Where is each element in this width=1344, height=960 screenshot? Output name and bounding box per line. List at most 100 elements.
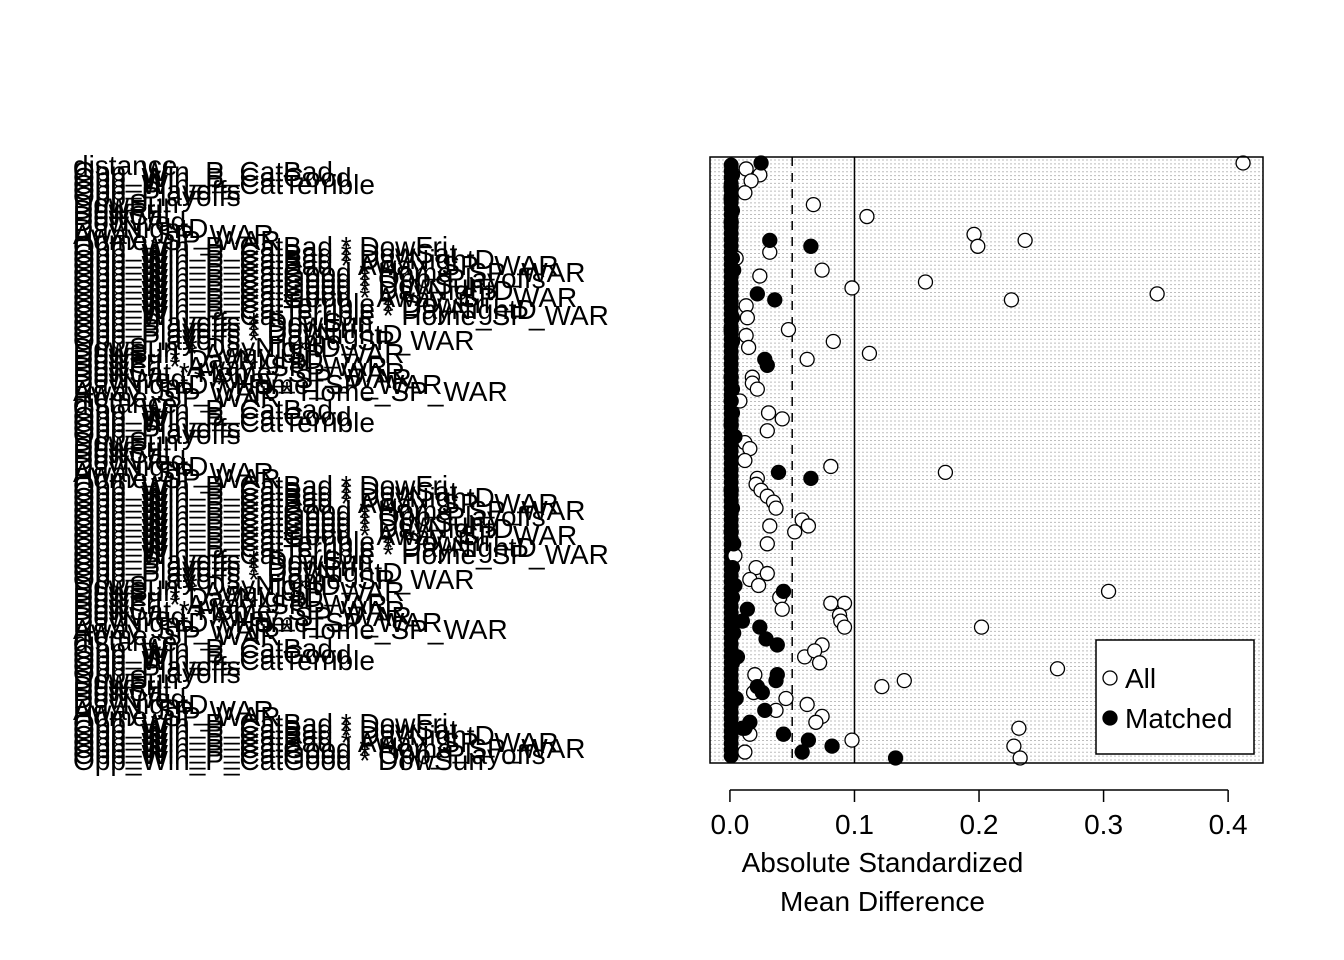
matched-point: [726, 536, 742, 552]
covariate-label: Home_SP_WAR: [73, 382, 280, 413]
matched-point: [775, 726, 792, 742]
plot-frame: [709, 156, 1264, 764]
legend-label: Matched: [1125, 703, 1232, 734]
legend-all-marker: [1102, 670, 1118, 686]
covariate-label: DowSun * DayNightD: [73, 570, 341, 601]
all-point: [800, 518, 817, 534]
series-all: [727, 155, 1251, 766]
covariate-label: DowFri * DayNightD: [73, 582, 324, 613]
covariate-label: Opp_Win_P_CatTerrible * Home_SP_WAR: [73, 539, 609, 570]
covariate-label: Opp_Playoffs * Home_SP_WAR: [73, 564, 475, 595]
matched-point: [800, 732, 817, 748]
matched-point: [723, 214, 739, 231]
covariate-label: DowSun: [73, 426, 179, 457]
covariate-label: DowSat * Home_SP_WAR: [73, 595, 405, 626]
all-point: [1011, 720, 1027, 736]
all-point: [750, 577, 767, 594]
covariate-label: DowSat: [73, 200, 171, 231]
all-point: [768, 500, 784, 516]
all-point: [825, 333, 841, 350]
covariate-label: Opp_Playoffs * DayNightD: [73, 319, 402, 350]
all-point: [823, 458, 839, 475]
all-point: [799, 696, 815, 713]
covariate-label: DayNightD * Home_SP_WAR: [73, 607, 442, 638]
matched-point: [749, 286, 765, 302]
all-point: [1003, 292, 1020, 308]
matched-point: [762, 232, 778, 249]
all-point: [836, 619, 853, 635]
all-point: [808, 714, 824, 730]
all-point: [874, 678, 890, 695]
covariate-label: Opp_Win_P_CatBad * DowFri: [73, 470, 448, 501]
covariate-label: DowWed * Away_SP_WAR: [73, 601, 412, 632]
all-point: [1149, 286, 1165, 302]
covariate-label: DowFri: [73, 194, 162, 225]
all-point: [859, 208, 875, 225]
covariate-label: Opp_Win_P_CatGood: [73, 162, 352, 193]
covariate-label: DowSat: [73, 438, 171, 469]
covariate-label: distance: [73, 150, 177, 181]
covariate-label: Opp_Win_P_CatGood * Home_SP_WAR: [73, 495, 586, 526]
matched-point: [723, 748, 739, 764]
all-point: [749, 381, 765, 397]
matched-point: [726, 625, 742, 641]
matched-point: [752, 619, 768, 635]
matched-point: [803, 238, 819, 254]
all-point: [780, 321, 797, 338]
all-point: [1012, 750, 1028, 766]
all-point: [762, 518, 778, 534]
matched-point: [728, 690, 744, 707]
covariate-label: Opp_Playoffs: [73, 658, 241, 689]
all-point: [1017, 232, 1033, 249]
legend-label: All: [1125, 663, 1156, 694]
matched-point: [770, 464, 787, 481]
covariate-label: Opp_Win_P_CatBad * DowFri: [73, 231, 448, 262]
covariate-label: Opp_Win_P_CatTerrible: [73, 169, 375, 200]
x-tick-label: 0.1: [835, 809, 874, 840]
covariate-label: DowSat: [73, 676, 171, 707]
covariate-label: DowSun * DayNightD: [73, 332, 341, 363]
x-axis-title: Mean Difference: [780, 886, 985, 917]
all-point: [805, 196, 822, 213]
covariate-label: DayNightD * Home_SP_WAR: [73, 369, 442, 400]
covariate-label: Opp_Win_P_CatBad * DayNightD: [73, 482, 495, 513]
covariate-label: Away_SP_WAR * Home_SP_WAR: [73, 376, 508, 407]
covariate-label: Opp_Playoffs: [73, 175, 241, 206]
covariate-label: Opp_Playoffs: [73, 651, 241, 682]
matched-point: [887, 750, 904, 766]
covariate-label: Opp_Win_P_CatGood * DayNightD: [73, 513, 513, 544]
covariate-label: Opp_Win_P_CatGood * Opp_Playoffs: [73, 501, 546, 532]
all-point: [743, 173, 759, 189]
covariate-label: Opp_Playoffs * DowSun: [73, 307, 373, 338]
matched-point: [803, 470, 819, 487]
legend-box: [1095, 639, 1255, 755]
covariate-label: Home_SP_WAR: [73, 463, 280, 494]
matched-point: [724, 500, 741, 516]
covariate-label: Opp_Win_P_CatTerrible * Home_SP_WAR: [73, 300, 609, 331]
all-point: [774, 411, 790, 427]
covariate-label: DowFri * Away_SP_WAR: [73, 351, 387, 382]
covariate-label: Away_SP_WAR: [73, 219, 274, 250]
covariate-label: DowWed: [73, 206, 186, 237]
covariate-label: Opp_Win_P_CatBad * Away_SP_WAR: [73, 488, 559, 519]
covariate-label: Opp_Win_P_CatTerrible: [73, 407, 375, 438]
covariate-label: Opp_Win_P_CatGood * DayNightD: [73, 275, 513, 306]
all-point: [759, 536, 775, 552]
covariate-label: Opp_Win_P_CatGood * Home_SP_WAR: [73, 257, 586, 288]
all-point: [811, 655, 828, 671]
matched-point: [767, 292, 783, 308]
all-point: [1049, 661, 1066, 677]
covariate-label: Opp_Playoffs: [73, 419, 241, 450]
covariate-label: Away_SP_WAR * Home_SP_WAR: [73, 614, 508, 645]
covariate-label: Opp_Playoffs * DowFri: [73, 313, 356, 344]
covariate-label: DayNightD: [73, 689, 208, 720]
all-point: [1100, 583, 1117, 600]
covariate-label: DowSat * Home_SP_WAR: [73, 357, 405, 388]
covariate-label: distance: [73, 388, 177, 419]
covariate-label: DowFri: [73, 670, 162, 701]
matched-point: [724, 559, 741, 576]
covariate-label: DayNightD: [73, 451, 208, 482]
covariate-label: Opp_Win_P_CatBad * DowSat: [73, 238, 458, 269]
covariate-label: DowFri * Away_SP_WAR: [73, 589, 387, 620]
matched-point: [794, 744, 810, 760]
